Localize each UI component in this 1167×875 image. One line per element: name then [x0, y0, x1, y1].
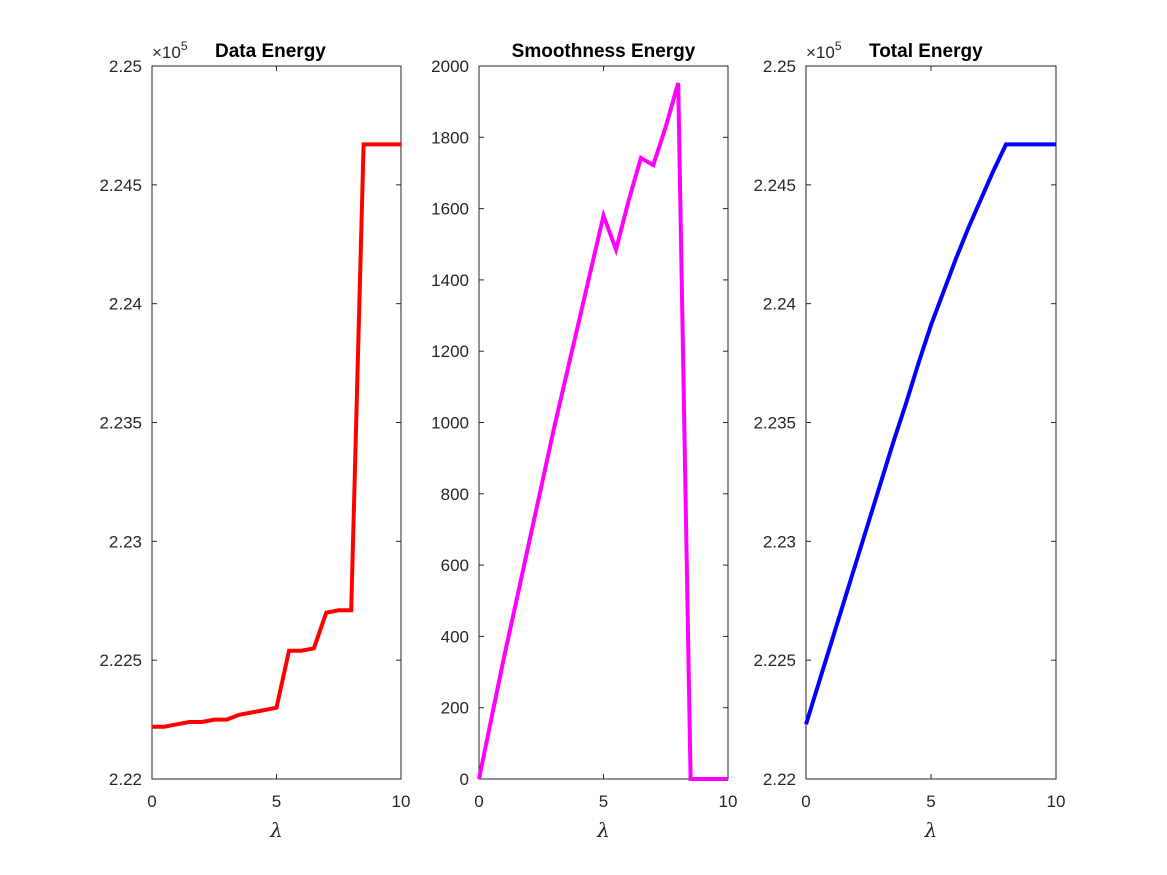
axes-box: [805, 65, 1057, 780]
y-tick-label: 800: [441, 485, 469, 504]
x-tick-label: 10: [392, 792, 411, 811]
y-tick-label: 1400: [431, 271, 469, 290]
x-tick-label: 10: [1047, 792, 1066, 811]
y-tick-label: 1800: [431, 128, 469, 147]
y-tick-label: 2.23: [109, 532, 142, 551]
y-tick-label: 2.24: [763, 295, 796, 314]
y-tick-label: 2.235: [753, 414, 796, 433]
y-exponent-label: ×105: [806, 39, 842, 62]
y-tick-label: 2.25: [763, 57, 796, 76]
series-line-1: [804, 142, 1056, 725]
exponent-power: 5: [181, 39, 188, 53]
y-tick-label: 2.22: [109, 770, 142, 789]
y-tick-label: 2.225: [99, 651, 142, 670]
chart-panel-2: 0 200 400 600 800 1000 1200 1400 1600 1800 2000 0 5 1…: [431, 41, 737, 842]
x-tick-label: 0: [801, 792, 810, 811]
chart-title: Smoothness Energy: [512, 41, 696, 62]
y-tick-label: 2.22: [763, 770, 796, 789]
y-tick-label: 200: [441, 699, 469, 718]
x-axis-label: λ: [596, 818, 610, 842]
y-tick-label: 1200: [431, 342, 469, 361]
y-tick-label: 1600: [431, 200, 469, 219]
x-tick-label: 10: [719, 792, 738, 811]
x-axis-label: λ: [269, 818, 283, 842]
y-tick-label: 2.245: [99, 176, 142, 195]
y-tick-label: 600: [441, 556, 469, 575]
x-axis-label: λ: [924, 818, 938, 842]
chart-title: Data Energy: [215, 41, 326, 62]
y-exponent-label: ×105: [152, 39, 188, 62]
y-tick-label: 2.225: [753, 651, 796, 670]
y-tick-label: 2.25: [109, 57, 142, 76]
y-tick-label: 400: [441, 627, 469, 646]
y-tick-label: 1000: [431, 414, 469, 433]
x-tick-label: 5: [926, 792, 935, 811]
y-tick-label: 2000: [431, 57, 469, 76]
x-tick-label: 5: [599, 792, 608, 811]
exponent-base: ×10: [806, 43, 835, 62]
y-tick-label: 2.245: [753, 176, 796, 195]
y-tick-label: 0: [460, 770, 469, 789]
y-tick-label: 2.235: [99, 414, 142, 433]
x-tick-label: 5: [272, 792, 281, 811]
x-tick-label: 0: [147, 792, 156, 811]
series-line-1: [477, 82, 728, 781]
y-tick-label: 2.23: [763, 532, 796, 551]
exponent-power: 5: [835, 39, 842, 53]
series-line-1: [152, 142, 401, 729]
chart-title: Total Energy: [869, 41, 983, 62]
x-tick-label: 0: [474, 792, 483, 811]
exponent-base: ×10: [152, 43, 181, 62]
y-tick-label: 2.24: [109, 295, 142, 314]
